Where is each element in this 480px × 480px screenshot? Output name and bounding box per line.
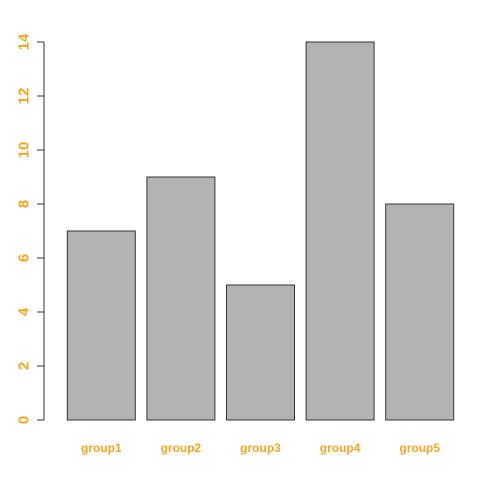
- y-tick-label: 4: [16, 307, 33, 316]
- y-tick-label: 14: [16, 33, 33, 50]
- y-tick-label: 6: [16, 254, 33, 262]
- bar-group3: [226, 284, 295, 421]
- y-tick-label: 0: [16, 416, 33, 424]
- bar-group4: [305, 41, 375, 421]
- y-axis: 0 2 4 6 8 10 12 14: [16, 33, 45, 424]
- bar-group1: [66, 230, 136, 421]
- y-tick-label: 8: [16, 200, 33, 208]
- y-tick-label: 12: [16, 88, 33, 105]
- x-tick-label: group1: [81, 441, 122, 455]
- bar-group2: [146, 176, 216, 421]
- x-tick-label: group4: [320, 441, 361, 455]
- x-tick-label: group3: [240, 441, 281, 455]
- y-tick-label: 2: [16, 362, 33, 370]
- y-tick-label: 10: [16, 142, 33, 159]
- x-tick-label: group2: [161, 441, 202, 455]
- bar-group5: [385, 203, 455, 421]
- x-tick-label: group5: [399, 441, 440, 455]
- x-axis-labels: group1 group2 group3 group4 group5: [81, 441, 440, 455]
- bars: [66, 41, 455, 421]
